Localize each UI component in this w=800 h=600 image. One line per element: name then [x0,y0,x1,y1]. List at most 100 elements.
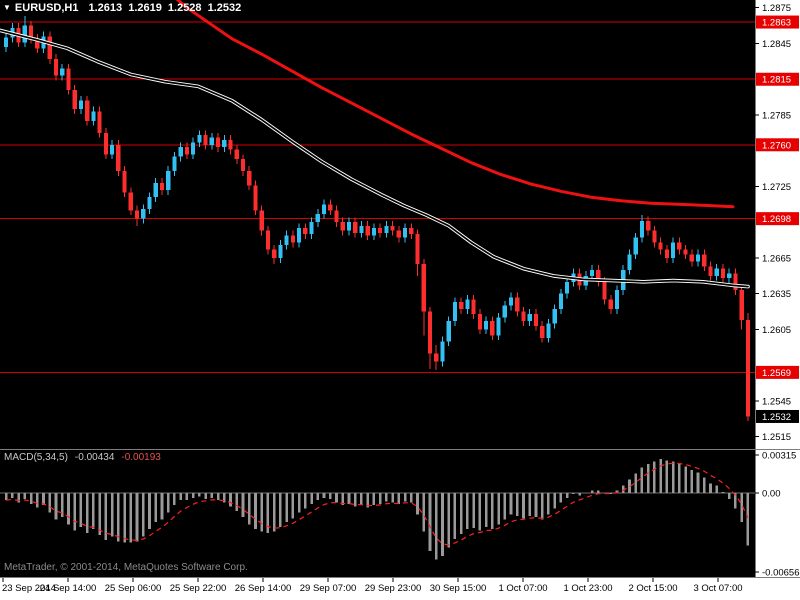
candle-body [22,25,27,43]
level-price-label [756,15,799,29]
candle-body [415,234,420,264]
candle-body [552,309,557,324]
candle-body [72,89,77,110]
candle-body [103,132,108,155]
time-tick-label: 29 Sep 23:00 [365,583,422,594]
candle-body [739,290,744,320]
macd-signal-line [6,462,749,546]
candle-body [627,254,632,270]
watermark: MetaTrader, © 2001-2014, MetaQuotes Soft… [4,562,248,573]
price-axis-background [755,0,800,600]
chart-title: ▼ EURUSD,H1 1.2613 1.2619 1.2528 1.2532 [3,2,241,14]
candle-body [191,142,196,155]
candle-body [515,297,520,312]
symbol-marker-icon: ▼ [3,3,11,12]
candle-body [215,137,221,148]
candle-body [452,302,458,322]
macd-tick-label: 0.00 [762,488,781,499]
candle-body [321,204,327,214]
candle-body [91,111,96,121]
candle-body [28,25,34,39]
candle-body [558,293,563,310]
candle-body [234,149,239,160]
candle-body [596,269,601,282]
price-tick-label: 1.2845 [762,39,791,50]
indicator-macd-value: -0.00434 [74,452,115,463]
candle-body [340,222,345,231]
candle-body [527,313,532,322]
candle-body [309,222,314,235]
level-price-label [756,138,799,152]
candle-body [197,135,202,143]
level-price-text: 1.2569 [762,368,791,379]
candle-body [159,182,165,191]
candle-body [365,225,370,236]
candle-body [608,299,613,310]
indicator-label: MACD(5,34,5) -0.00434 -0.00193 [4,452,161,463]
candle-body [315,213,320,223]
candle-body [53,58,59,76]
candle-body [272,249,277,258]
candle-body [446,321,451,342]
time-tick-label: 3 Oct 07:00 [693,583,742,594]
indicator-signal-value: -0.00193 [121,452,161,463]
candle-body [85,100,90,121]
time-axis-background [0,578,800,600]
candle-body [614,290,620,310]
level-price-label [756,72,799,86]
candle-body [733,273,738,291]
candle-body [565,281,570,294]
candle-body [265,230,271,250]
price-tick-label: 1.2605 [762,325,791,336]
candle-body [589,269,595,276]
level-price-text: 1.2532 [762,412,791,423]
candle-body [633,237,638,255]
price-tick-label: 1.2725 [762,182,791,193]
candle-body [134,210,140,219]
candle-body [421,263,426,312]
indicator-name: MACD(5,34,5) [4,452,68,463]
symbol-period: EURUSD,H1 [14,2,79,14]
candle-body [141,209,146,219]
candle-body [390,225,395,231]
time-tick-label: 29 Sep 07:00 [300,583,357,594]
candle-body [35,38,40,49]
candle-body [328,204,333,211]
level-price-label [756,212,799,226]
candle-body [47,36,52,59]
macd-tick-label: -0.00656 [762,568,800,579]
candle-body [434,353,439,362]
price-tick-label: 1.2665 [762,253,791,264]
candle-body [652,230,657,243]
candle-body [496,317,501,336]
time-tick-label: 24 Sep 14:00 [40,583,97,594]
ohlc-values: 1.2613 1.2619 1.2528 1.2532 [88,2,242,14]
time-tick-label: 26 Sep 14:00 [235,583,292,594]
candle-body [540,325,545,338]
candle-body [664,249,669,258]
candle-body [153,182,158,198]
candle-body [303,228,308,235]
candle-body [546,323,551,338]
candle-body [284,235,289,245]
current-price-label [756,409,799,423]
candle-body [714,268,719,276]
level-price-label [756,365,799,379]
candle-body [658,242,663,250]
macd-tick-label: 0.00315 [762,450,796,461]
candle-body [178,147,183,157]
time-tick-label: 1 Oct 07:00 [498,583,547,594]
time-tick-label: 23 Sep 2014 [2,583,56,594]
candle-body [409,228,414,235]
candle-body [240,159,246,171]
ma-fast-black [0,29,749,288]
price-tick-label: 1.2875 [762,3,791,14]
candle-body [402,228,408,238]
candle-body [334,210,339,223]
candle-body [128,192,133,211]
candle-body [353,222,358,233]
candle-body [745,319,750,417]
candle-body [683,249,688,255]
